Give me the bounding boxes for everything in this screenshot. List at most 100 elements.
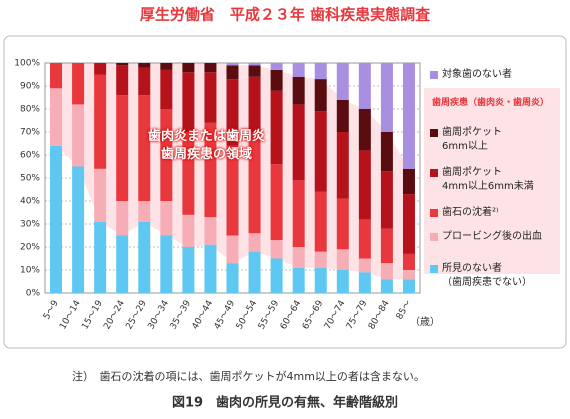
bar-segment — [116, 65, 129, 96]
bar-segment — [204, 63, 217, 73]
legend-label: 歯周ポケット 6mm以上 — [442, 127, 502, 152]
bar-segment — [292, 104, 305, 181]
bar-segment — [380, 228, 393, 264]
bar-segment — [182, 247, 195, 293]
legend-swatch — [430, 169, 438, 177]
legend-label: 歯周ポケット 4mm以上6mm未満 — [442, 167, 534, 192]
bar-segment — [248, 233, 261, 252]
bar-segment — [402, 270, 415, 280]
bar-segment — [160, 69, 173, 109]
chart-title: 厚生労働省 平成２３年 歯科疾患実態調査 — [140, 6, 431, 24]
bar-segment — [204, 217, 217, 245]
bar-segment — [138, 67, 151, 96]
legend-label: 所見のない者 （歯周疾患でない） — [442, 263, 532, 288]
bar-segment — [94, 74, 107, 169]
y-tick-label: 70% — [20, 128, 40, 138]
legend-label: 歯石の沈着²⁾ — [442, 207, 499, 218]
bar-segment — [182, 63, 195, 73]
caption: 図19 歯肉の所見の有無、年齢階級別 — [172, 395, 398, 411]
bar-segment — [160, 63, 173, 70]
bar-segment — [94, 168, 107, 222]
bar-segment — [270, 69, 283, 91]
bar-segment — [138, 95, 151, 201]
bar-segment — [380, 171, 393, 229]
bar-segment — [292, 267, 305, 293]
annotation: 歯肉炎または歯周炎 歯周疾患の領域 — [148, 129, 266, 162]
bar-segment — [138, 63, 151, 68]
y-tick-label: 60% — [20, 151, 40, 161]
bar-segment — [94, 221, 107, 293]
bar-segment — [204, 72, 217, 123]
bar-segment — [226, 65, 239, 80]
bar-segment — [380, 279, 393, 293]
bar-segment — [358, 150, 371, 220]
bar-segment — [358, 63, 371, 109]
bar-segment — [160, 109, 173, 201]
bar-segment — [248, 132, 261, 234]
bar-segment — [336, 198, 349, 250]
y-tick-label: 100% — [14, 59, 40, 69]
legend-label: 対象歯のない者 — [442, 69, 512, 80]
bar-segment — [380, 63, 393, 132]
bar-segment — [94, 63, 107, 75]
bar-segment — [314, 111, 327, 192]
bar-segment — [402, 194, 415, 254]
y-tick-label: 10% — [20, 266, 40, 276]
bar-segment — [226, 235, 239, 264]
bar-segment — [336, 270, 349, 293]
note: 注） 歯石の沈着の項には、歯周ポケットが4mm以上の者は含まない。 — [72, 369, 425, 383]
bar-segment — [248, 251, 261, 293]
bar-segment — [160, 201, 173, 236]
y-tick-label: 50% — [20, 174, 40, 184]
bar-segment — [380, 132, 393, 172]
bar-segment — [270, 164, 283, 241]
bar-segment — [402, 168, 415, 195]
bar-segment — [50, 63, 63, 89]
bar-segment — [50, 88, 63, 146]
bar-segment — [72, 63, 85, 105]
legend-swatch — [430, 209, 438, 217]
bar-segment — [358, 109, 371, 151]
bar-segment — [336, 63, 349, 100]
bar-segment — [314, 267, 327, 293]
legend-swatch — [430, 265, 438, 273]
bar-segment — [204, 244, 217, 293]
legend-group-box — [424, 88, 560, 274]
panel — [3, 35, 567, 349]
bar-segment — [248, 63, 261, 66]
bar-segment — [226, 145, 239, 236]
bar-segment — [182, 72, 195, 132]
y-tick-label: 40% — [20, 197, 40, 207]
bar-segment — [314, 251, 327, 268]
bar-segment — [138, 201, 151, 222]
bar-segment — [314, 79, 327, 112]
x-tick-label: 5～9 — [42, 299, 61, 322]
bar-segment — [358, 272, 371, 293]
bar-segment — [270, 258, 283, 293]
y-tick-label: 20% — [20, 243, 40, 253]
bar-segment — [402, 279, 415, 293]
y-tick-label: 30% — [20, 220, 40, 230]
bar-segment — [292, 180, 305, 247]
bar-segment — [116, 235, 129, 293]
bar-segment — [226, 63, 239, 66]
y-tick-label: 80% — [20, 105, 40, 115]
bar-segment — [292, 247, 305, 268]
bar-segment — [292, 63, 305, 77]
bar-segment — [336, 132, 349, 199]
bar-segment — [182, 132, 195, 215]
legend-label: プロービング後の出血 — [442, 231, 542, 242]
bar-segment — [116, 201, 129, 236]
bar-segment — [204, 122, 217, 218]
bar-segment — [402, 63, 415, 169]
x-tick-label: 80～84 — [367, 299, 392, 332]
bar-segment — [270, 63, 283, 70]
bar-segment — [116, 63, 129, 66]
bar-segment — [380, 263, 393, 280]
bar-segment — [248, 76, 261, 132]
legend-group: 歯周疾患（歯肉炎・歯周炎） — [432, 98, 550, 108]
bar-segment — [402, 253, 415, 270]
bar-segment — [72, 166, 85, 293]
